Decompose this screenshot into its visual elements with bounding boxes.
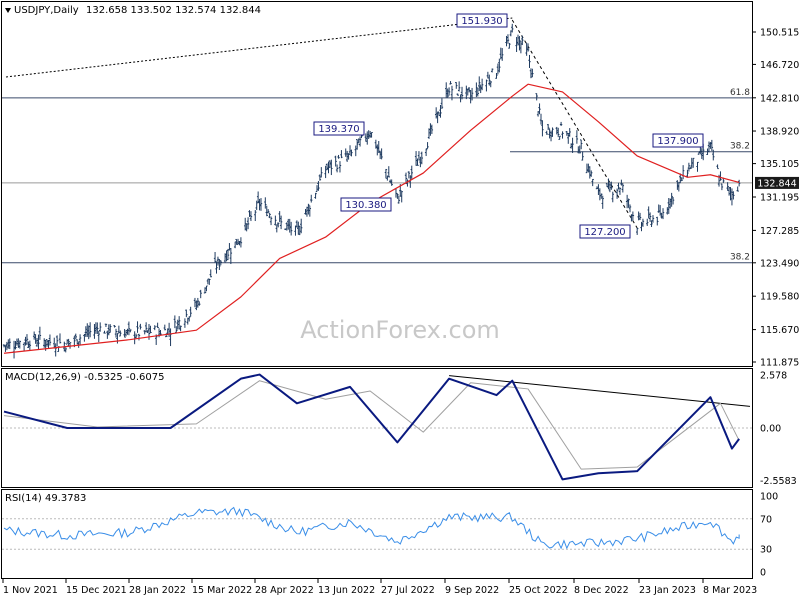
symbol-header: USDJPY,Daily: [14, 5, 79, 16]
price-tick-label: 135.105: [760, 159, 799, 170]
price-annotation-box: [313, 121, 365, 136]
trendline: [5, 17, 513, 78]
x-tick-label: 8 Mar 2023: [703, 585, 757, 596]
rsi-panel-frame: [1, 489, 753, 579]
x-tick-label: 23 Jan 2023: [639, 585, 696, 596]
price-annotation-box: [579, 224, 631, 239]
macd-panel-frame: [1, 368, 753, 488]
x-tick-label: 28 Apr 2022: [255, 585, 314, 596]
x-tick-label: 15 Dec 2021: [66, 585, 127, 596]
macd-title: MACD(12,26,9) -0.5325 -0.6075: [5, 372, 165, 383]
rsi-line: [3, 506, 740, 550]
price-annotation-label: 130.380: [345, 200, 386, 211]
x-tick-label: 1 Nov 2021: [3, 585, 58, 596]
macd-tick-label: 2.578: [760, 371, 787, 382]
fib-level-label: 38.2: [730, 142, 750, 152]
rsi-layer: [2, 506, 752, 550]
moving-average-line: [3, 83, 740, 354]
x-tick-label: 13 Jun 2022: [318, 585, 375, 596]
price-tick-label: 146.720: [760, 60, 799, 71]
price-panel-frame: [1, 1, 753, 367]
macd-tick-label: 0.00: [760, 424, 781, 435]
price-tick-label: 142.810: [760, 93, 799, 104]
ohlc-header: 132.658 133.502 132.574 132.844: [86, 5, 261, 16]
macd-line: [3, 373, 740, 481]
rsi-tick-label: 30: [760, 545, 772, 556]
current-price-tag: [755, 176, 799, 189]
price-tick-label: 131.195: [760, 193, 799, 204]
price-tick-label: 127.285: [760, 226, 799, 237]
x-tick-label: 8 Dec 2022: [574, 585, 629, 596]
rsi-title: RSI(14) 49.3783: [5, 493, 86, 504]
rsi-tick-label: 0: [760, 568, 766, 579]
x-tick-label: 25 Oct 2022: [509, 585, 568, 596]
macd-tick-label: -2.5583: [760, 476, 797, 487]
rsi-tick-label: 70: [760, 514, 772, 525]
price-tick-label: 119.580: [760, 292, 799, 303]
price-tick-label: 115.670: [760, 325, 799, 336]
price-tick-label: 123.490: [760, 258, 799, 269]
price-tick-label: 138.920: [760, 127, 799, 138]
trendline: [511, 19, 638, 229]
price-annotation-label: 137.900: [657, 136, 698, 147]
x-tick-label: 15 Mar 2022: [192, 585, 252, 596]
axis-layer: 150.515 146.720 142.810 138.920 135.105 131.1…: [2, 28, 799, 596]
price-tick-label: 150.515: [760, 28, 799, 39]
dropdown-triangle-icon[interactable]: [5, 8, 11, 13]
x-tick-label: 27 Jul 2022: [381, 585, 435, 596]
price-annotation-label: 151.930: [461, 16, 502, 27]
x-tick-label: 28 Jan 2022: [129, 585, 186, 596]
current-price-label: 132.844: [757, 178, 796, 189]
price-tick-label: 111.875: [760, 358, 799, 369]
price-annotation-label: 127.200: [584, 227, 625, 238]
watermark: ActionForex.com: [300, 316, 500, 344]
rsi-tick-label: 100: [760, 492, 778, 503]
price-annotation-box: [456, 13, 508, 28]
price-annotation-label: 139.370: [318, 124, 359, 135]
macd-trendline: [449, 375, 751, 407]
macd-signal-line: [3, 380, 740, 470]
price-layer: 61.8 38.2 38.2 151.930 139.370 130.380 137.900…: [2, 13, 752, 359]
macd-layer: [2, 373, 752, 481]
fib-level-label: 61.8: [730, 88, 750, 98]
x-tick-label: 9 Sep 2022: [445, 585, 499, 596]
price-annotation-box: [652, 133, 704, 148]
fib-level-label: 38.2: [730, 253, 750, 263]
price-annotation-box: [340, 197, 392, 212]
